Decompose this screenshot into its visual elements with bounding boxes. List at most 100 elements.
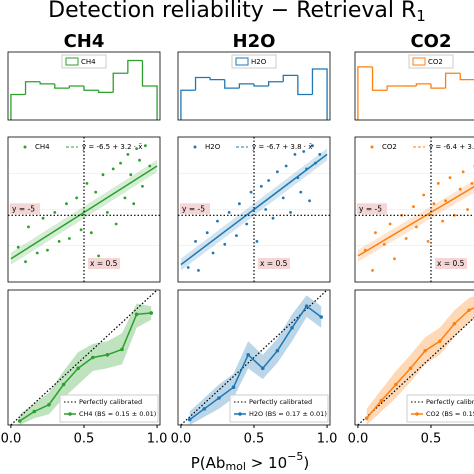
scatter-point bbox=[436, 182, 440, 185]
scatter-point bbox=[466, 208, 469, 211]
calibration-point bbox=[149, 311, 154, 315]
figure-title: Detection reliability − Retrieval R1 bbox=[48, 0, 426, 25]
scatter-point bbox=[148, 164, 152, 168]
scatter-point bbox=[393, 257, 396, 261]
vline-label: x = 0.5 bbox=[90, 259, 118, 268]
scatter-point bbox=[271, 216, 275, 220]
calibration-point bbox=[32, 409, 37, 414]
vline-label-bg bbox=[435, 258, 467, 269]
panel-frame bbox=[177, 136, 331, 283]
scatter-point bbox=[75, 196, 79, 200]
calibration-point bbox=[364, 416, 369, 421]
scatter-point bbox=[24, 260, 27, 264]
column-title: CO2 bbox=[410, 31, 451, 52]
panel-frame bbox=[7, 136, 161, 283]
x-tick-label: 0.0 bbox=[348, 432, 369, 447]
scatter-point bbox=[302, 150, 306, 153]
confidence-band bbox=[19, 303, 152, 425]
scatter-point bbox=[65, 202, 68, 206]
scatter-point bbox=[211, 251, 215, 255]
scatter-point bbox=[119, 161, 122, 165]
scatter-point bbox=[470, 182, 474, 185]
xlabel-part: ) bbox=[303, 454, 309, 472]
histogram-step bbox=[430, 83, 446, 89]
scatter-point bbox=[444, 199, 448, 203]
column-title: H2O bbox=[233, 31, 276, 52]
scatter-point bbox=[94, 190, 98, 194]
x-tick-label: 0.5 bbox=[244, 432, 265, 447]
x-axis-label: P(Abmol > 10−5) bbox=[191, 450, 309, 473]
calibration-point bbox=[437, 339, 442, 344]
calibration-point bbox=[379, 398, 384, 403]
confidence-band bbox=[189, 295, 322, 425]
histogram-step bbox=[238, 83, 254, 89]
scatter-point bbox=[299, 190, 303, 194]
scatter-point bbox=[412, 205, 415, 209]
legend-label: ȳ = -6.7 + 3.8 · x̄ bbox=[252, 143, 312, 151]
title-main: Detection reliability − Retrieval R bbox=[48, 0, 416, 23]
histogram-step bbox=[311, 68, 328, 120]
fit-line bbox=[357, 185, 474, 257]
calibration-point bbox=[17, 419, 22, 423]
scatter-point bbox=[223, 242, 227, 246]
scatter-point bbox=[57, 240, 61, 243]
calibration-point bbox=[231, 385, 236, 390]
reference-line bbox=[10, 289, 158, 426]
scatter-point bbox=[441, 219, 445, 223]
histogram-step bbox=[97, 90, 114, 94]
calibration-point bbox=[452, 321, 457, 326]
scatter-point bbox=[237, 202, 241, 206]
scatter-point bbox=[432, 202, 436, 206]
scatter-point bbox=[67, 237, 71, 240]
scatter-point bbox=[16, 245, 20, 249]
legend-label: H2O (BS = 0.17 ± 0.01) bbox=[249, 410, 327, 418]
scatter-point bbox=[89, 231, 93, 235]
histogram-step bbox=[10, 93, 26, 120]
x-tick-label: 1.0 bbox=[317, 432, 338, 447]
fit-line bbox=[180, 153, 328, 266]
vline-label-bg bbox=[258, 258, 290, 269]
scatter-point bbox=[374, 231, 377, 235]
scatter-point bbox=[382, 242, 386, 246]
panel-frame bbox=[354, 51, 474, 121]
scatter-point bbox=[141, 184, 144, 188]
legend-label: CH4 (BS = 0.15 ± 0.01) bbox=[79, 410, 156, 418]
histogram-step bbox=[194, 76, 211, 91]
calibration-point bbox=[202, 407, 207, 411]
scatter-point bbox=[245, 222, 249, 226]
scatter-point bbox=[79, 228, 83, 232]
histogram-step bbox=[39, 81, 55, 85]
vline-label-bg bbox=[88, 258, 120, 269]
hline-label-bg bbox=[357, 203, 387, 215]
scatter-point bbox=[281, 196, 285, 200]
calibration-point bbox=[319, 315, 324, 319]
scatter-point bbox=[404, 237, 408, 240]
calibration-point bbox=[246, 353, 250, 357]
scatter-point bbox=[458, 187, 462, 191]
histogram-step bbox=[68, 85, 84, 89]
scatter-point bbox=[305, 167, 309, 171]
histogram-step bbox=[297, 75, 313, 96]
scatter-point bbox=[97, 254, 101, 258]
scatter-point bbox=[143, 144, 147, 148]
scatter-point bbox=[216, 219, 219, 223]
hline-label-bg bbox=[180, 203, 210, 215]
x-tick-label: 1.0 bbox=[147, 432, 168, 447]
scatter-point bbox=[313, 161, 317, 165]
calibration-point bbox=[408, 366, 413, 371]
scatter-point bbox=[197, 269, 200, 272]
histogram-step bbox=[180, 89, 196, 120]
scatter-point bbox=[422, 193, 426, 197]
histogram-step bbox=[282, 74, 298, 82]
legend-marker bbox=[193, 145, 197, 149]
scatter-point bbox=[275, 170, 279, 174]
calibration-point bbox=[187, 417, 192, 422]
xlabel-part: P(Ab bbox=[191, 454, 226, 472]
legend-marker bbox=[415, 412, 419, 416]
calibration-point bbox=[120, 347, 124, 352]
confidence-band bbox=[366, 296, 474, 425]
scatter-point bbox=[461, 170, 465, 174]
calibration-point bbox=[134, 312, 139, 317]
histogram-step bbox=[83, 86, 99, 91]
